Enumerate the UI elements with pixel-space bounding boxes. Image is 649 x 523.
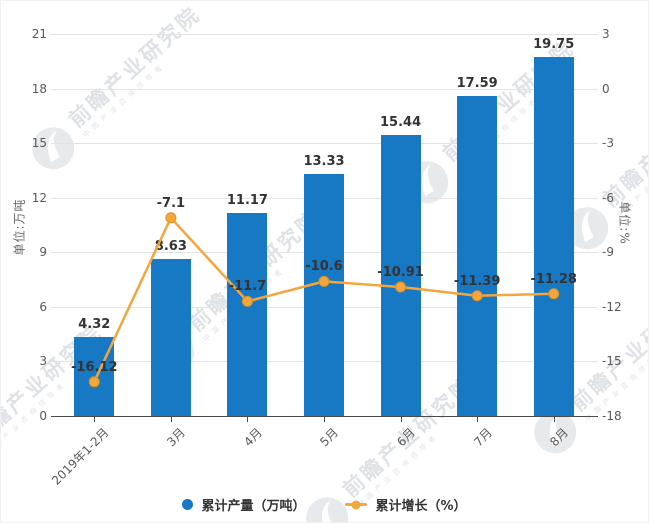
right-axis-tick-label: -6 (602, 190, 614, 205)
bar-value-label: 15.44 (380, 115, 422, 131)
gridline (51, 88, 598, 90)
gridline (51, 143, 598, 145)
right-axis-tick-label: -3 (602, 136, 614, 151)
line-point (395, 281, 407, 293)
x-axis-tick (324, 417, 325, 422)
right-axis-tick-label: 3 (602, 27, 610, 41)
bar-value-label: 19.75 (533, 36, 575, 52)
right-axis-tick-label: -9 (602, 245, 614, 260)
x-axis-label: 7月 (470, 425, 495, 450)
left-axis-tick-label: 15 (31, 136, 47, 151)
line-point-label: -10.6 (305, 259, 343, 275)
line-point-label: -11.7 (228, 279, 267, 295)
x-axis-label: 2019年1-2月 (49, 425, 112, 488)
legend-item-production[interactable]: 累计产量（万吨） (182, 495, 305, 514)
legend-label: 累计产量（万吨） (201, 499, 306, 514)
line-series (88, 212, 560, 388)
line-point-label: -7.1 (156, 195, 186, 211)
line-point-label: -16.12 (71, 359, 118, 375)
x-axis-label: 6月 (394, 425, 418, 450)
legend-label: 累计增长（%） (375, 499, 467, 514)
left-axis-tick-label: 18 (31, 81, 47, 96)
right-axis-title: 单位:% (617, 201, 632, 245)
bar (533, 56, 574, 416)
line-point-label: -11.39 (453, 273, 501, 289)
right-axis-tick-label: -12 (602, 299, 622, 314)
line-path (93, 215, 554, 383)
bar (150, 259, 191, 416)
x-axis-label: 4月 (240, 425, 265, 450)
left-axis-tick-label: 0 (39, 409, 47, 423)
line-point (165, 212, 177, 224)
bar-value-label: 8.63 (154, 239, 187, 255)
x-axis-label: 3月 (164, 425, 189, 450)
line-point (88, 376, 100, 388)
line-point-label: -10.91 (377, 265, 424, 281)
line-point (318, 275, 330, 287)
x-axis-tick (170, 417, 172, 422)
bar (457, 96, 498, 416)
left-axis-tick-label: 6 (39, 299, 47, 314)
right-axis-tick-label: 0 (602, 81, 610, 96)
bar-value-label: 4.32 (78, 317, 111, 333)
gridline (51, 34, 598, 35)
left-axis-tick-label: 21 (31, 27, 47, 41)
bar-value-label: 11.17 (226, 192, 268, 208)
x-axis-label: 5月 (317, 425, 342, 450)
x-axis-label: 8月 (547, 425, 572, 450)
legend: 累计产量（万吨） 累计增长（%） (1, 495, 648, 514)
x-axis-tick (553, 417, 555, 422)
left-axis-tick-label: 3 (39, 354, 47, 369)
gridline (51, 416, 598, 417)
x-axis-tick (94, 417, 96, 422)
line-point-label: -11.28 (530, 271, 577, 287)
bar-series-marker-icon (182, 499, 194, 510)
x-axis-tick (400, 417, 402, 422)
bar-value-label: 13.33 (303, 153, 345, 169)
x-axis-tick (477, 417, 479, 422)
right-axis-tick-label: -18 (602, 409, 622, 423)
x-axis-tick (247, 417, 249, 422)
bar (227, 212, 268, 416)
left-axis-tick-label: 9 (39, 245, 47, 260)
left-axis-tick-label: 12 (31, 190, 47, 205)
line-point (241, 295, 253, 307)
right-axis-tick-label: -15 (602, 354, 622, 369)
bar (380, 135, 421, 416)
legend-item-growth[interactable]: 累计增长（%） (345, 495, 467, 514)
bar (304, 173, 344, 416)
line-point (548, 288, 560, 300)
line-series-marker-icon (345, 500, 368, 509)
line-point (471, 290, 483, 302)
bar-value-label: 17.59 (456, 76, 498, 92)
